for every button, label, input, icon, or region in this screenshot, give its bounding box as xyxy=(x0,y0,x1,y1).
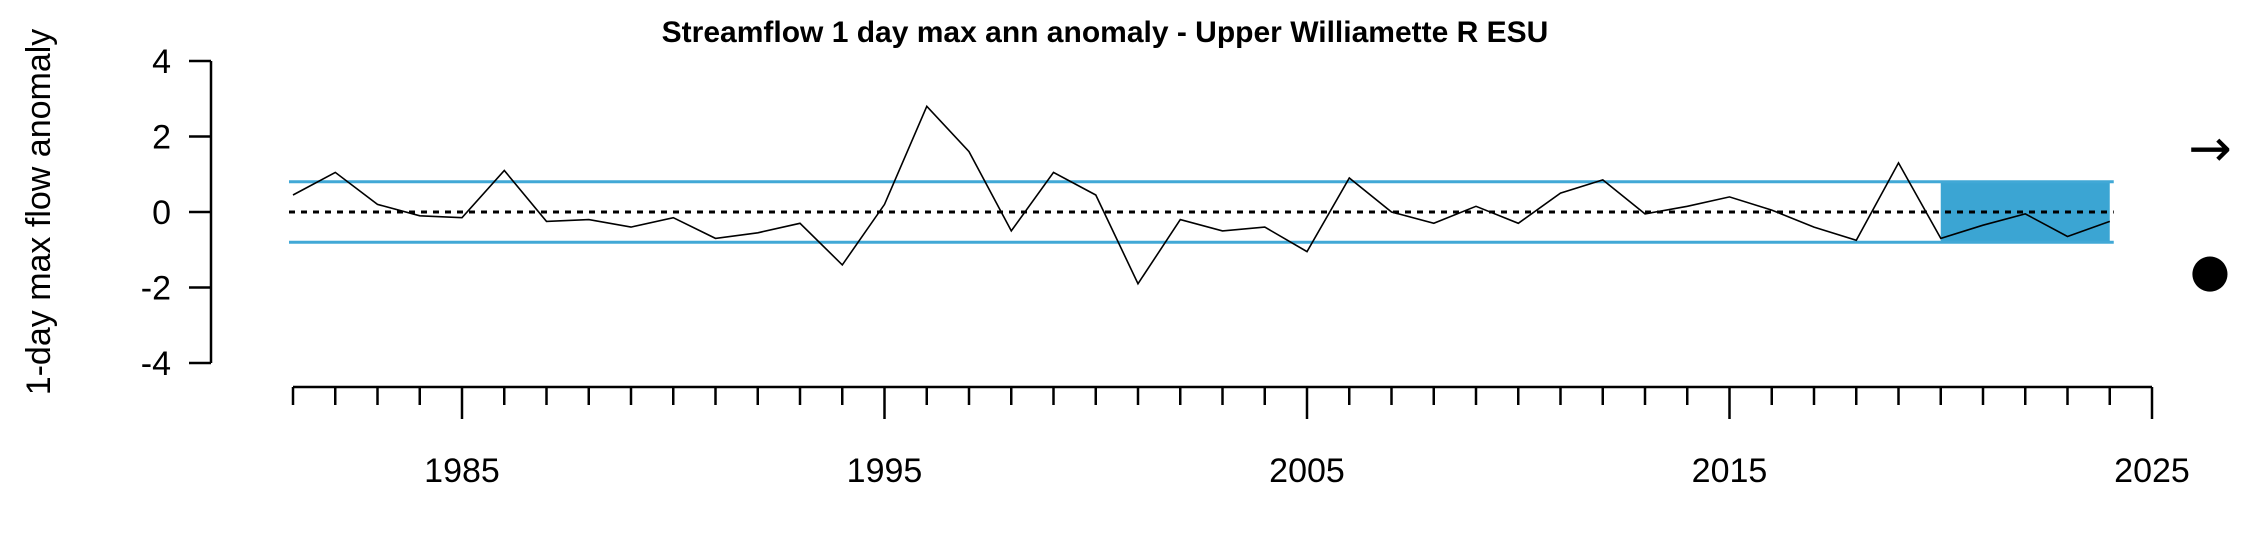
y-axis-label: 1-day max flow anomaly xyxy=(20,29,58,396)
x-tick-label: 2005 xyxy=(1269,452,1345,490)
status-dot-icon: ● xyxy=(2190,243,2230,297)
series-line xyxy=(292,104,2111,286)
x-tick-label: 2015 xyxy=(1692,452,1768,490)
y-tick-label: -4 xyxy=(141,345,171,383)
y-tick-label: 2 xyxy=(152,119,171,157)
x-tick-label: 1985 xyxy=(424,452,500,490)
plot-area: -4 -2 0 2 4 1985 1995 2005 2015 2025 xyxy=(141,43,2190,490)
x-tick-label: 2025 xyxy=(2114,452,2190,490)
y-tick-label: 0 xyxy=(152,194,171,232)
y-tick-label: 4 xyxy=(152,43,171,81)
x-tick-label: 1995 xyxy=(847,452,923,490)
y-tick-label: -2 xyxy=(141,270,171,308)
chart-title: Streamflow 1 day max ann anomaly - Upper… xyxy=(662,16,1549,49)
recent-period-highlight xyxy=(1940,181,2110,243)
trend-arrow-icon: → xyxy=(2188,119,2232,179)
